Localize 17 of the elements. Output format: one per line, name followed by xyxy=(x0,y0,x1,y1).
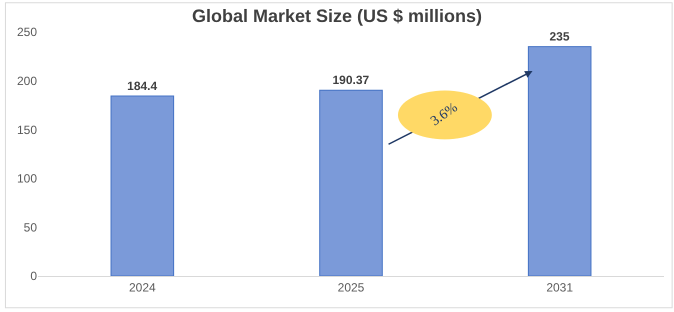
chart-title: Global Market Size (US $ millions) xyxy=(192,6,482,26)
data-label: 235 xyxy=(549,30,570,44)
annotation: 3.6% xyxy=(428,100,461,130)
bar xyxy=(110,96,174,276)
bar xyxy=(319,90,383,276)
bar xyxy=(528,46,592,276)
data-label: 190.37 xyxy=(332,73,370,88)
data-label: 184.4 xyxy=(127,79,158,94)
y-tick-label: 250 xyxy=(16,25,38,40)
y-tick-label: 200 xyxy=(16,74,38,88)
y-tick-label: 50 xyxy=(24,220,38,234)
x-tick-label: 2031 xyxy=(546,280,574,294)
x-tick-label: 2024 xyxy=(128,280,156,294)
y-tick-label: 150 xyxy=(16,122,38,137)
y-tick-label: 100 xyxy=(16,172,38,186)
x-tick-label: 2025 xyxy=(338,280,365,294)
y-tick-label: 0 xyxy=(30,269,38,284)
